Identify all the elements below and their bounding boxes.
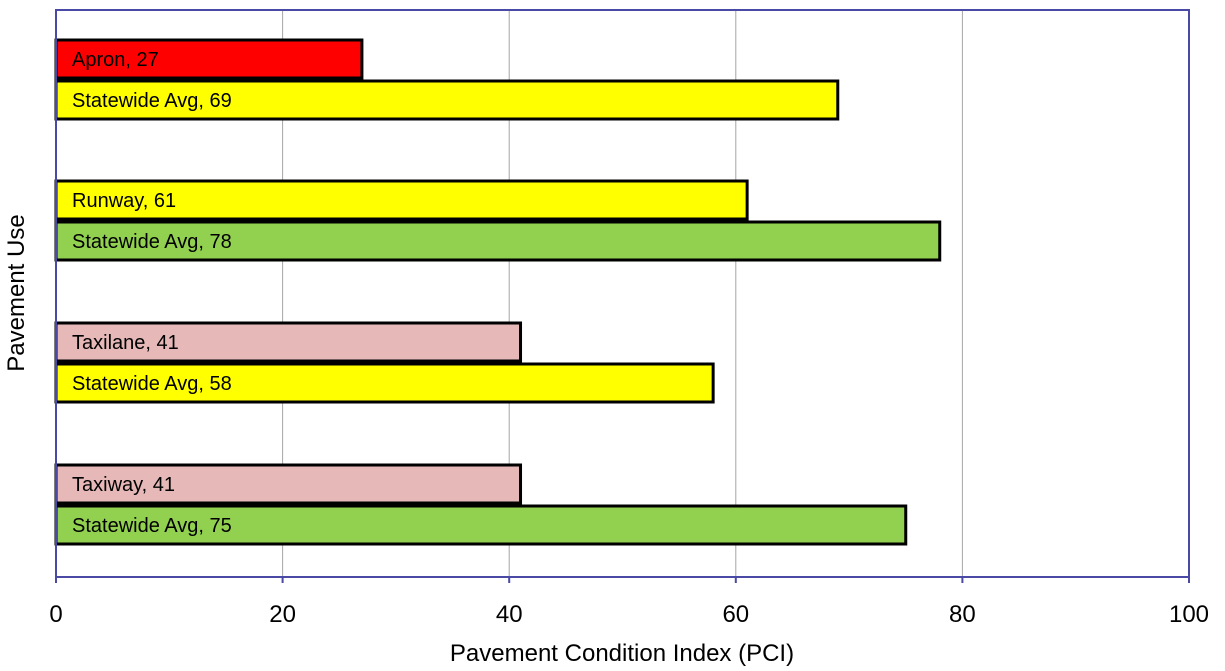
bar-label: Statewide Avg, 58 [72,373,232,395]
bar [54,179,749,221]
bar-label: Taxiway, 41 [72,474,175,496]
plot-area-border [55,9,1190,578]
bars: Apron, 27 Statewide Avg, 69 Runway, 61 Stat… [54,38,942,546]
tick-label: 80 [949,601,976,628]
tick-label: 0 [49,601,62,628]
bar [54,463,523,505]
bar-label: Runway, 61 [72,190,176,212]
bar-label: Apron, 27 [72,49,159,71]
tick-label: 20 [269,601,296,628]
bar-label: Statewide Avg, 75 [72,515,232,537]
y-axis-title: Pavement Use [3,214,30,371]
tick-label: 40 [496,601,523,628]
bar-label: Statewide Avg, 69 [72,90,232,112]
bar-label: Taxilane, 41 [72,332,179,354]
tick-label: 100 [1169,601,1209,628]
bar-label: Statewide Avg, 78 [72,231,232,253]
bar [54,38,364,80]
bar [54,79,840,121]
x-axis-ticks: 0 20 40 60 80 100 [49,577,1209,628]
tick-label: 60 [722,601,749,628]
bar [54,504,908,546]
x-axis-title: Pavement Condition Index (PCI) [450,640,794,667]
